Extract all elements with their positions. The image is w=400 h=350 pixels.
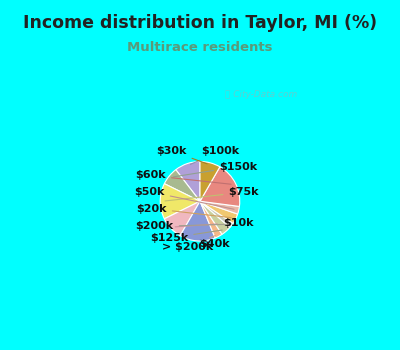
Text: $100k: $100k (190, 146, 239, 164)
Text: $125k: $125k (150, 230, 222, 243)
Wedge shape (180, 201, 215, 241)
Text: $50k: $50k (134, 187, 234, 209)
Wedge shape (200, 167, 240, 206)
Wedge shape (200, 201, 230, 234)
Text: $10k: $10k (175, 218, 253, 228)
Text: $75k: $75k (165, 187, 259, 201)
Wedge shape (200, 201, 238, 223)
Text: Multirace residents: Multirace residents (127, 41, 273, 54)
Text: $40k: $40k (199, 239, 230, 249)
Text: $150k: $150k (174, 162, 257, 177)
Wedge shape (176, 161, 200, 201)
Text: $200k: $200k (136, 222, 227, 231)
Text: $60k: $60k (136, 170, 231, 184)
Text: $20k: $20k (136, 204, 231, 218)
Wedge shape (164, 201, 200, 236)
Text: > $200k: > $200k (162, 236, 215, 252)
Wedge shape (200, 201, 222, 238)
Text: ⓘ City-Data.com: ⓘ City-Data.com (226, 90, 298, 99)
Wedge shape (200, 201, 233, 228)
Wedge shape (200, 161, 220, 201)
Text: Income distribution in Taylor, MI (%): Income distribution in Taylor, MI (%) (23, 14, 377, 32)
Wedge shape (160, 184, 200, 219)
Wedge shape (200, 201, 240, 214)
Wedge shape (164, 170, 200, 201)
Text: $30k: $30k (156, 146, 207, 164)
